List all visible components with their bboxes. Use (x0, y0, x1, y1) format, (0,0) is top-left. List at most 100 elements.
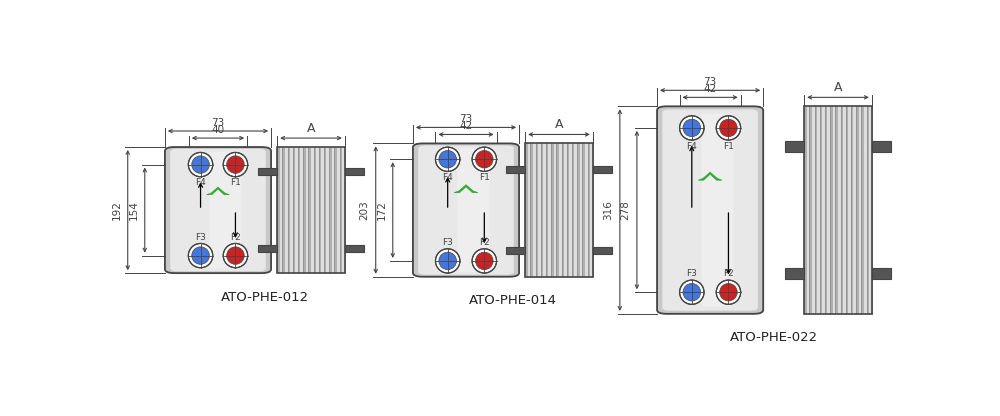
Bar (324, 147, 326, 273)
Bar (856, 106, 859, 314)
Bar (308, 147, 311, 273)
FancyBboxPatch shape (662, 109, 758, 311)
Ellipse shape (683, 283, 701, 301)
Bar (817, 106, 820, 314)
Bar (804, 106, 807, 314)
Bar (841, 106, 843, 314)
Ellipse shape (192, 247, 209, 264)
Bar (525, 144, 593, 277)
Bar (827, 106, 830, 314)
Ellipse shape (435, 147, 460, 171)
Bar (582, 144, 585, 277)
Bar (848, 106, 851, 314)
Bar (577, 144, 580, 277)
Bar (830, 106, 833, 314)
Bar (277, 147, 345, 273)
Text: ATO-PHE-012: ATO-PHE-012 (220, 291, 309, 304)
Bar (846, 106, 848, 314)
Text: 73: 73 (704, 77, 717, 87)
Bar (580, 144, 582, 277)
Text: 192: 192 (112, 200, 122, 220)
Bar (825, 106, 827, 314)
Bar (807, 106, 809, 314)
Bar (585, 144, 588, 277)
FancyBboxPatch shape (413, 144, 519, 277)
Text: 316: 316 (604, 200, 614, 220)
Bar (277, 147, 345, 273)
Text: F1: F1 (230, 178, 241, 187)
Bar (536, 144, 538, 277)
Bar (822, 106, 825, 314)
Bar (285, 147, 288, 273)
Bar (804, 106, 872, 314)
Bar (853, 106, 856, 314)
Text: 172: 172 (377, 200, 387, 220)
Text: ATO-PHE-022: ATO-PHE-022 (730, 332, 818, 344)
Bar (564, 144, 567, 277)
FancyBboxPatch shape (657, 106, 763, 314)
Bar (562, 144, 564, 277)
Bar (525, 144, 528, 277)
Bar (295, 147, 298, 273)
Bar (288, 147, 290, 273)
Bar (533, 144, 536, 277)
Bar (574, 144, 577, 277)
Text: 42: 42 (459, 121, 473, 131)
Ellipse shape (439, 151, 456, 168)
Ellipse shape (472, 249, 497, 273)
Bar (569, 144, 572, 277)
Bar (872, 141, 891, 153)
Text: 278: 278 (621, 200, 631, 220)
Text: F2: F2 (230, 233, 241, 242)
Bar (838, 106, 841, 314)
Text: 73: 73 (211, 118, 225, 128)
Polygon shape (454, 185, 478, 193)
Bar (290, 147, 293, 273)
Bar (345, 168, 364, 175)
Bar (590, 144, 593, 277)
Bar (835, 106, 838, 314)
Bar (342, 147, 345, 273)
Bar (300, 147, 303, 273)
Text: 203: 203 (360, 200, 370, 220)
Bar (258, 245, 277, 252)
Bar (316, 147, 319, 273)
Bar (867, 106, 869, 314)
Ellipse shape (435, 249, 460, 273)
Bar (861, 106, 864, 314)
Bar (869, 106, 872, 314)
Ellipse shape (720, 283, 737, 301)
Bar (277, 147, 280, 273)
Bar (337, 147, 340, 273)
Ellipse shape (476, 252, 493, 270)
Bar (506, 247, 525, 255)
Bar (326, 147, 329, 273)
Bar (306, 147, 308, 273)
Bar (851, 106, 853, 314)
Ellipse shape (472, 147, 497, 171)
Bar (559, 144, 562, 277)
Text: F3: F3 (442, 238, 453, 247)
Bar (567, 144, 569, 277)
Ellipse shape (720, 119, 737, 137)
Bar (572, 144, 574, 277)
Polygon shape (207, 187, 229, 195)
Text: F4: F4 (195, 178, 206, 187)
Bar (303, 147, 306, 273)
Bar (541, 144, 543, 277)
Bar (588, 144, 590, 277)
Ellipse shape (223, 152, 248, 177)
Text: ATO-PHE-014: ATO-PHE-014 (468, 295, 556, 307)
Text: F4: F4 (686, 142, 697, 151)
Bar (293, 147, 295, 273)
Bar (815, 106, 817, 314)
Bar (334, 147, 337, 273)
Text: F3: F3 (195, 233, 206, 242)
Text: F2: F2 (723, 270, 734, 278)
Bar (546, 144, 548, 277)
Text: F1: F1 (479, 173, 490, 182)
FancyBboxPatch shape (165, 147, 271, 273)
Text: A: A (834, 81, 842, 94)
Bar (593, 247, 612, 255)
Bar (258, 168, 277, 175)
